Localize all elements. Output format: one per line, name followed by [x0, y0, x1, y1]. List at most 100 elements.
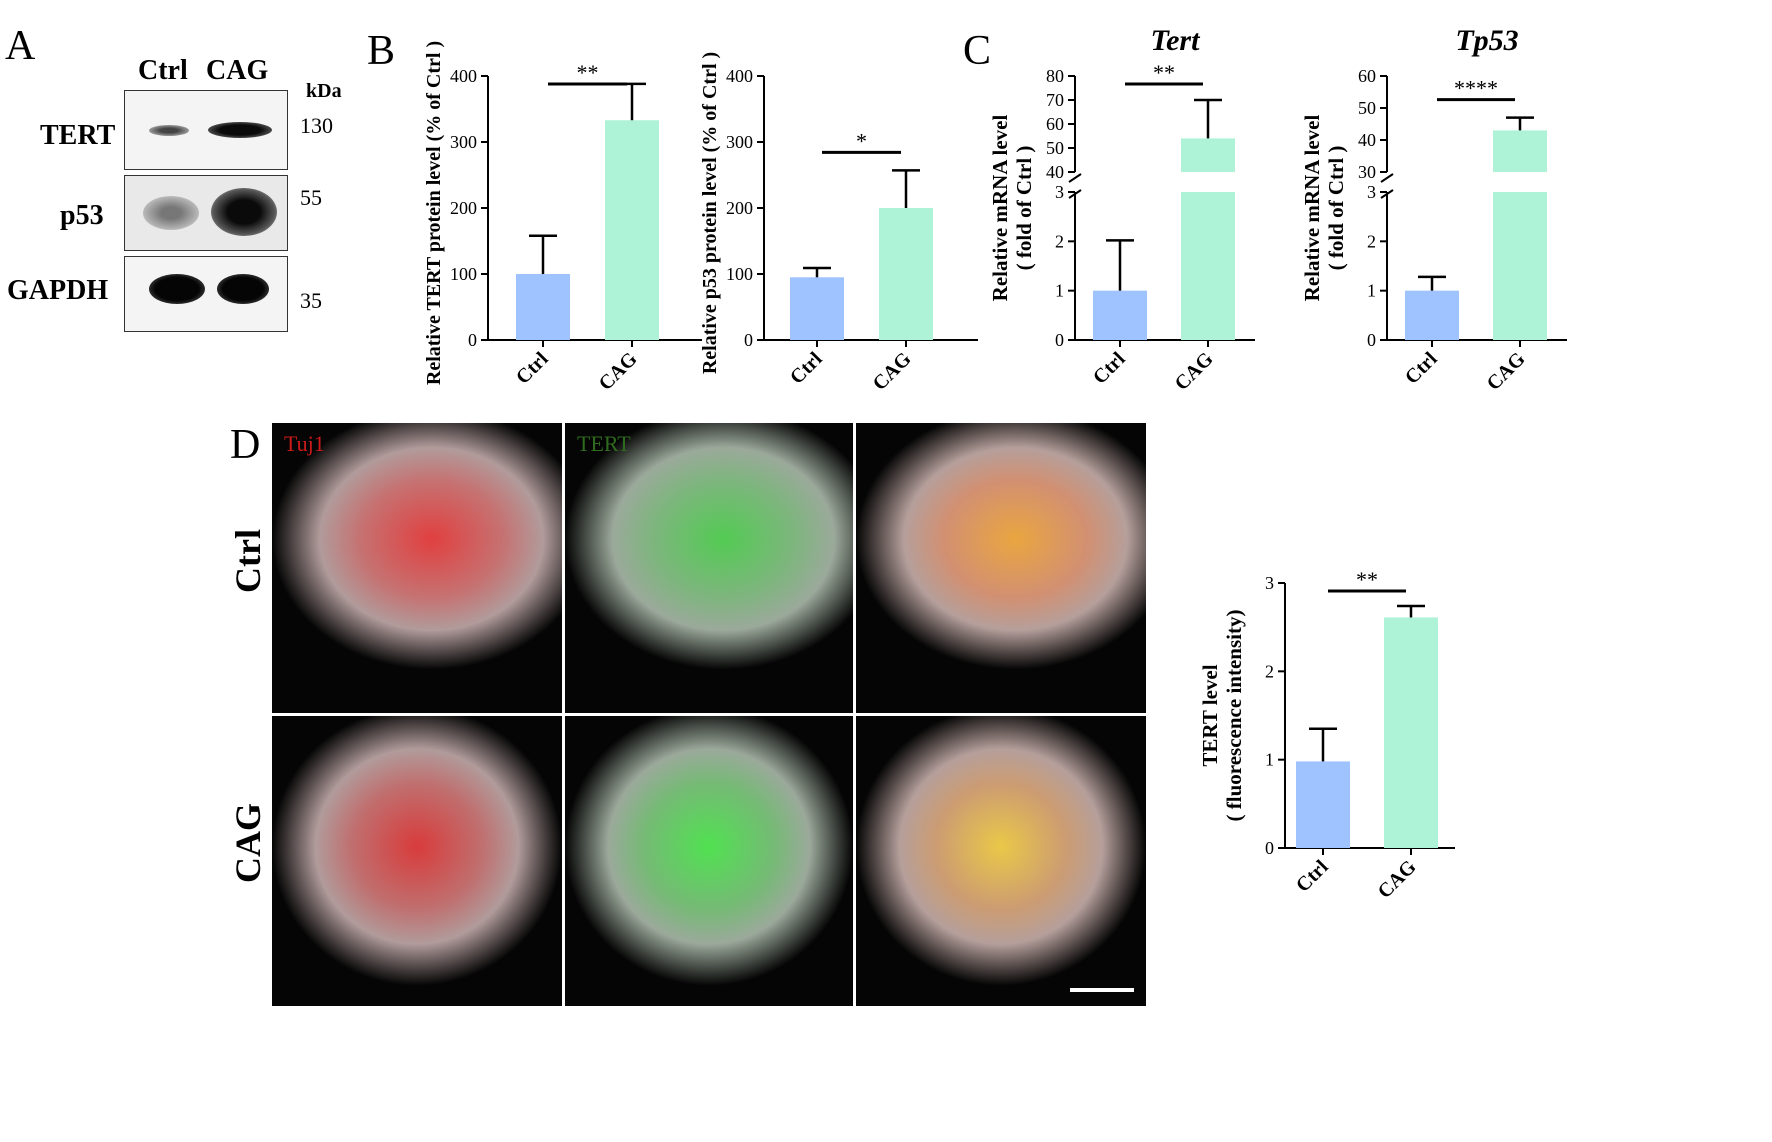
chart3-y-tick-label: 2	[1055, 231, 1064, 251]
chart3-y-label-2: ( fold of Ctrl )	[1012, 146, 1036, 271]
chart1-y-tick-label: 0	[468, 330, 477, 350]
chart3-y-tick-label: 3	[1055, 182, 1064, 202]
chart4-y-label: Relative mRNA level	[1300, 115, 1324, 302]
image-ctrl-tuj1: Tuj1	[272, 423, 562, 713]
band-p53-ctrl	[143, 196, 199, 230]
chart3-y-tick-label: 40	[1046, 162, 1064, 182]
image-cag-tert	[565, 716, 853, 1006]
chart4-bar-cag-upper	[1493, 130, 1547, 172]
chart4-y-tick-label: 3	[1367, 182, 1376, 202]
chart5-y-label-2: ( fluorescence intensity)	[1222, 610, 1246, 822]
wb-kda-label: kDa	[306, 80, 342, 102]
chart1-y-tick-label: 100	[450, 264, 477, 284]
chart4-y-label-2: ( fold of Ctrl )	[1324, 146, 1348, 271]
chart3-y-tick-label: 60	[1046, 114, 1064, 134]
band-tert-cag	[208, 122, 272, 138]
blot-strip-gapdh	[124, 256, 288, 332]
chart2-bar-ctrl	[790, 277, 844, 340]
chart3-bar-cag-upper	[1181, 138, 1235, 172]
band-tert-ctrl	[149, 125, 189, 136]
chart1-y-tick-label: 300	[450, 132, 477, 152]
band-p53-cag	[211, 188, 277, 236]
chart3-bar-cag-lower	[1181, 192, 1235, 340]
chart2-bar-cag	[879, 208, 933, 340]
chart1-bar-ctrl	[516, 274, 570, 340]
chart2-y-tick-label: 400	[726, 66, 753, 86]
panel-label-d: D	[230, 422, 261, 468]
chart4-title: Tp53	[1455, 24, 1518, 57]
chart5-y-tick-label: 2	[1265, 661, 1274, 681]
chart3-y-tick-label: 50	[1046, 138, 1064, 158]
image-cag-merge	[856, 716, 1146, 1006]
chart5-y-tick-label: 0	[1265, 838, 1274, 858]
chart3-x-tick-label-ctrl: Ctrl	[1089, 348, 1130, 389]
panel-label-b: B	[367, 28, 396, 74]
image-ctrl-tert: TERT	[565, 423, 853, 713]
panel-label-a: A	[5, 23, 36, 69]
wb-row-label-p53: p53	[60, 200, 104, 231]
chart4-bar-cag-lower	[1493, 192, 1547, 340]
image-cag-tuj1	[272, 716, 562, 1006]
chart1-x-tick-label-ctrl: Ctrl	[512, 348, 553, 389]
channel-label-tuj1: Tuj1	[284, 431, 325, 456]
chart3-significance-label: **	[1153, 60, 1175, 85]
chart3-y-label: Relative mRNA level	[988, 115, 1012, 302]
chart4-bar-ctrl	[1405, 290, 1459, 340]
band-gapdh-ctrl	[149, 274, 205, 304]
band-gapdh-cag	[217, 274, 269, 304]
chart4-y-tick-label: 60	[1358, 66, 1376, 86]
chart5-bar-cag	[1384, 617, 1438, 848]
chart2-y-tick-label: 300	[726, 132, 753, 152]
scale-bar	[1070, 988, 1134, 992]
chart4-axis-break-mark	[1380, 173, 1394, 199]
chart1-y-label: Relative TERT protein level (% of Ctrl )	[423, 41, 445, 385]
chart3-x-tick-label-cag: CAG	[1171, 348, 1218, 395]
wb-mw-35: 35	[300, 288, 322, 313]
chart4-y-tick-label: 2	[1367, 231, 1376, 251]
chart4-y-tick-label: 30	[1358, 162, 1376, 182]
chart4-x-tick-label-cag: CAG	[1483, 348, 1530, 395]
chart2-y-tick-label: 200	[726, 198, 753, 218]
wb-row-label-gapdh: GAPDH	[7, 275, 109, 306]
chart2-y-label: Relative p53 protein level (% of Ctrl )	[699, 52, 721, 374]
chart3-y-tick-label: 70	[1046, 90, 1064, 110]
chart1-y-tick-label: 200	[450, 198, 477, 218]
chart2-x-tick-label-cag: CAG	[869, 348, 916, 395]
image-ctrl-merge	[856, 423, 1146, 713]
panel-label-c: C	[963, 28, 992, 74]
chart5-x-tick-label-cag: CAG	[1374, 856, 1421, 903]
chart4-y-tick-label: 50	[1358, 98, 1376, 118]
blot-strip-p53	[124, 175, 288, 251]
chart1-x-tick-label-cag: CAG	[595, 348, 642, 395]
wb-row-label-tert: TERT	[40, 120, 116, 151]
chart2-y-tick-label: 0	[744, 330, 753, 350]
chart4-y-tick-label: 40	[1358, 130, 1376, 150]
chart1-significance-label: **	[577, 60, 599, 85]
chart4-y-tick-label: 1	[1367, 281, 1376, 301]
chart3-y-tick-label: 80	[1046, 66, 1064, 86]
chart5-significance-label: **	[1356, 567, 1378, 592]
wb-column-cag: CAG	[206, 55, 269, 86]
chart2-y-tick-label: 100	[726, 264, 753, 284]
chart2-x-tick-label-ctrl: Ctrl	[786, 348, 827, 389]
chart5-x-tick-label-ctrl: Ctrl	[1292, 856, 1333, 897]
chart5-y-tick-label: 3	[1265, 573, 1274, 593]
chart1-y-tick-label: 400	[450, 66, 477, 86]
chart1-bar-cag	[605, 120, 659, 340]
chart4-y-tick-label: 0	[1367, 330, 1376, 350]
chart3-y-tick-label: 1	[1055, 281, 1064, 301]
chart3-bar-ctrl	[1093, 290, 1147, 340]
chart5-y-tick-label: 1	[1265, 750, 1274, 770]
wb-column-ctrl: Ctrl	[138, 55, 188, 86]
wb-mw-130: 130	[300, 113, 333, 138]
blot-strip-tert	[124, 90, 288, 170]
chart3-axis-break-mark	[1068, 173, 1082, 199]
chart3-y-tick-label: 0	[1055, 330, 1064, 350]
chart2-significance-label: *	[856, 128, 867, 153]
chart5-bar-ctrl	[1296, 761, 1350, 848]
channel-label-tert: TERT	[577, 431, 631, 456]
chart3-title: Tert	[1151, 24, 1202, 57]
chart5-y-label: TERT level	[1198, 664, 1222, 766]
chart4-significance-label: ****	[1454, 76, 1498, 101]
